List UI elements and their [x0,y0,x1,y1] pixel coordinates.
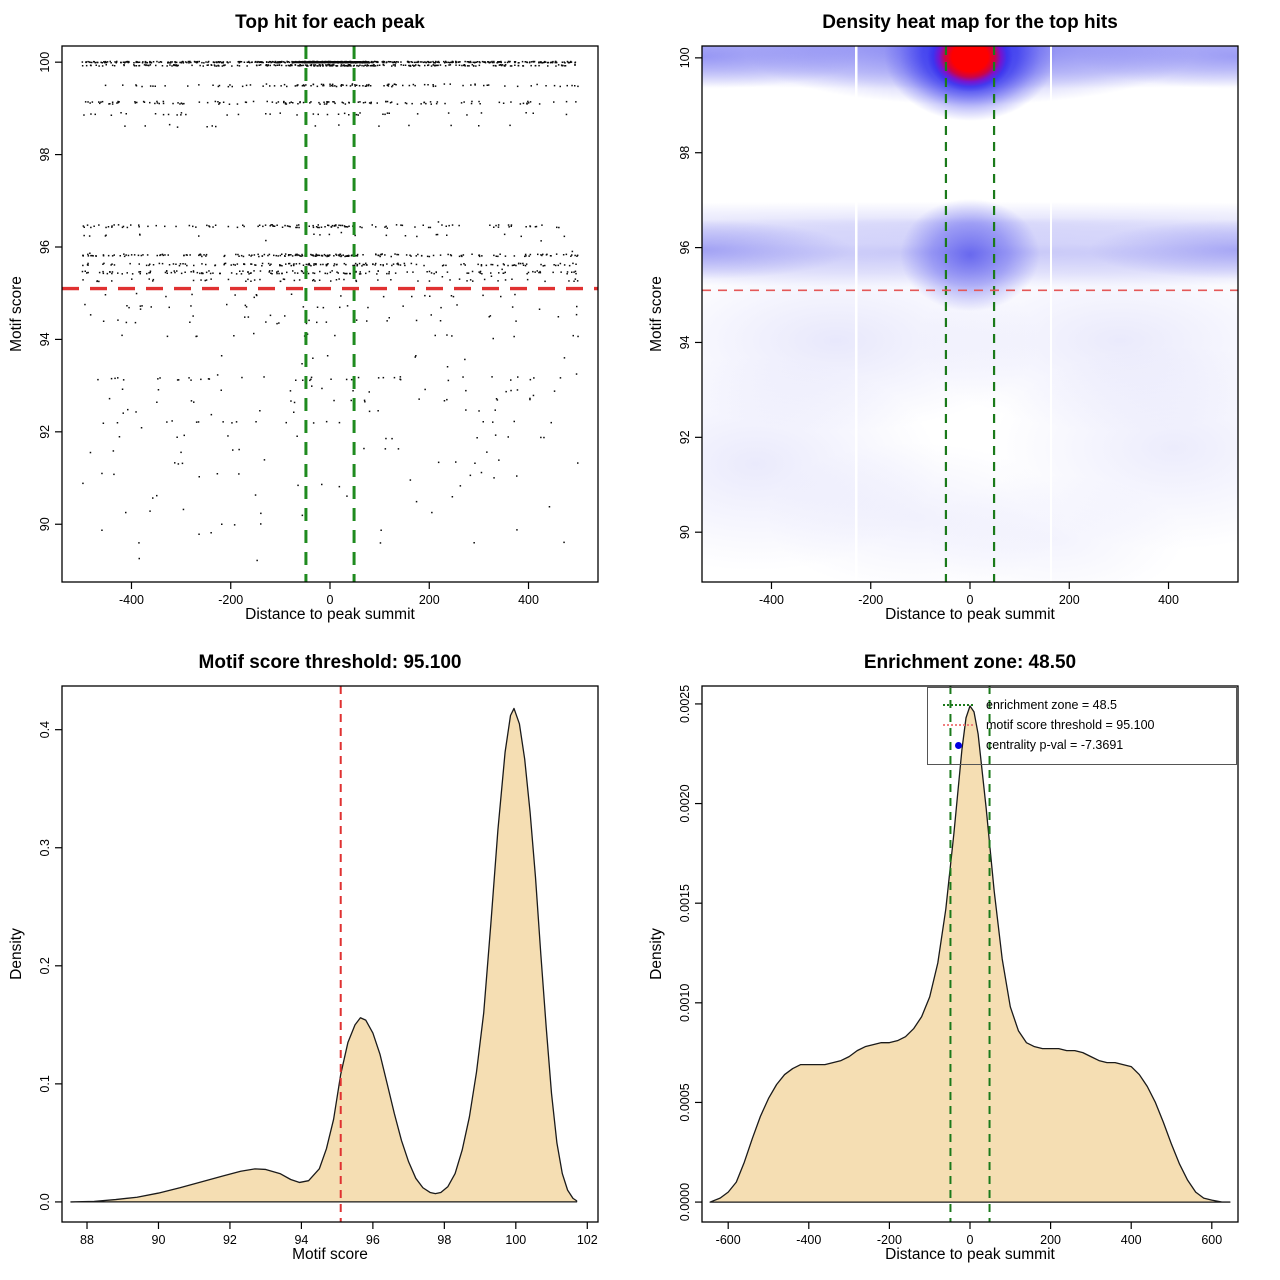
x-axis-ticks: -400 -200 0 200 400 [119,582,539,607]
legend-label: motif score threshold = 95.100 [986,718,1155,732]
svg-text:90: 90 [678,525,692,539]
svg-text:92: 92 [678,430,692,444]
svg-text:92: 92 [38,425,52,439]
svg-text:0.3: 0.3 [38,839,52,856]
enrichment-y-axis-label: Density [648,928,665,980]
dotted-green-line-swatch [943,704,973,706]
svg-text:-400: -400 [759,593,784,607]
y-axis-ticks: 0.0 0.1 0.2 0.3 0.4 [38,721,62,1211]
svg-text:600: 600 [1201,1233,1222,1247]
legend-box: enrichment zone = 48.5 motif score thres… [927,687,1237,765]
dotted-salmon-line-swatch [943,724,973,726]
svg-text:92: 92 [223,1233,237,1247]
plot-box [701,685,1239,1223]
svg-text:400: 400 [1121,1233,1142,1247]
svg-text:96: 96 [366,1233,380,1247]
enrichment-density-plot: -600 -400 -200 0 200 400 600 0.0000 0.0005 0.0010… [678,685,1239,1247]
svg-text:0.0020: 0.0020 [678,784,692,822]
enrichment-x-axis-label: Distance to peak summit [885,1246,1055,1263]
svg-text:-200: -200 [218,593,243,607]
blue-dot-swatch [943,741,973,749]
legend-item-motif-threshold: motif score threshold = 95.100 [928,715,1236,735]
panel-enrichment-zone-density: Enrichment zone: 48.50 -600 -400 -200 0 200 4… [640,640,1280,1280]
svg-text:-400: -400 [796,1233,821,1247]
svg-text:0: 0 [967,1233,974,1247]
density-curve [709,705,1231,1203]
legend-item-enrichment-zone: enrichment zone = 48.5 [928,695,1236,715]
svg-text:94: 94 [294,1233,308,1247]
density-curve [70,707,578,1203]
scatter-x-axis-label: Distance to peak summit [245,606,415,623]
svg-text:88: 88 [80,1233,94,1247]
svg-text:0.0025: 0.0025 [678,685,692,723]
svg-text:200: 200 [419,593,440,607]
panel-motif-score-density: Motif score threshold: 95.100 88 90 92 94 96… [0,640,640,1280]
density-heatmap-image [702,46,1238,582]
plot-box [61,685,599,1223]
motif-density-plot: 88 90 92 94 96 98 100 102 0.0 0.1 0.2 0.3 0.4 [38,685,599,1247]
svg-text:98: 98 [678,146,692,160]
svg-text:-200: -200 [858,593,883,607]
svg-text:0.1: 0.1 [38,1075,52,1092]
svg-text:0: 0 [327,593,334,607]
x-axis-ticks: 88 90 92 94 96 98 100 102 [80,1222,598,1247]
svg-text:-400: -400 [119,593,144,607]
svg-text:0.0010: 0.0010 [678,984,692,1022]
svg-text:102: 102 [577,1233,598,1247]
svg-text:0.0000: 0.0000 [678,1183,692,1221]
svg-text:98: 98 [38,148,52,162]
panel-top-hit-scatter: Top hit for each peak -400 -200 0 200 400 90 9… [0,0,640,640]
y-axis-ticks: 90 92 94 96 98 100 [678,47,702,539]
legend-item-centrality-pval: centrality p-val = -7.3691 [928,735,1236,755]
motif-density-x-axis-label: Motif score [292,1246,368,1263]
heatmap-x-axis-label: Distance to peak summit [885,606,1055,623]
svg-text:94: 94 [678,335,692,349]
svg-text:98: 98 [437,1233,451,1247]
svg-text:200: 200 [1059,593,1080,607]
svg-text:0.2: 0.2 [38,957,52,974]
y-axis-ticks: 90 92 94 96 98 100 [38,52,62,531]
svg-text:90: 90 [152,1233,166,1247]
motif-density-y-axis-label: Density [8,928,25,980]
svg-text:0.0: 0.0 [38,1193,52,1210]
svg-text:0: 0 [967,593,974,607]
svg-text:0.0005: 0.0005 [678,1083,692,1121]
svg-text:0.0015: 0.0015 [678,884,692,922]
x-axis-ticks: -400 -200 0 200 400 [759,582,1179,607]
svg-text:200: 200 [1040,1233,1061,1247]
svg-text:-200: -200 [877,1233,902,1247]
svg-text:90: 90 [38,517,52,531]
motif-density-title: Motif score threshold: 95.100 [198,652,462,673]
heatmap-plot: -400 -200 0 200 400 90 92 94 96 98 100 [678,45,1239,607]
plot-box [61,45,599,583]
scatter-title: Top hit for each peak [235,12,425,33]
svg-text:0.4: 0.4 [38,721,52,738]
enrichment-title: Enrichment zone: 48.50 [863,652,1077,673]
heatmap-y-axis-label: Motif score [648,276,665,352]
legend-label: enrichment zone = 48.5 [986,698,1117,712]
svg-text:400: 400 [518,593,539,607]
svg-text:100: 100 [505,1233,526,1247]
scatter-y-axis-label: Motif score [8,276,25,352]
svg-text:96: 96 [678,241,692,255]
x-axis-ticks: -600 -400 -200 0 200 400 600 [716,1222,1222,1247]
data-points [81,60,579,562]
svg-text:-600: -600 [716,1233,741,1247]
panel-density-heatmap: -400 -200 0 200 400 90 92 94 96 98 100 Density hea… [640,0,1280,640]
svg-text:100: 100 [678,47,692,68]
heatmap-title: Density heat map for the top hits [822,12,1118,33]
legend-label: centrality p-val = -7.3691 [986,738,1124,752]
plot-box [701,45,1239,583]
svg-text:96: 96 [38,240,52,254]
svg-text:400: 400 [1158,593,1179,607]
svg-text:100: 100 [38,52,52,73]
scatter-plot: -400 -200 0 200 400 90 92 94 96 98 100 [38,45,599,607]
svg-text:94: 94 [38,332,52,346]
y-axis-ticks: 0.0000 0.0005 0.0010 0.0015 0.0020 0.0025 [678,685,702,1221]
